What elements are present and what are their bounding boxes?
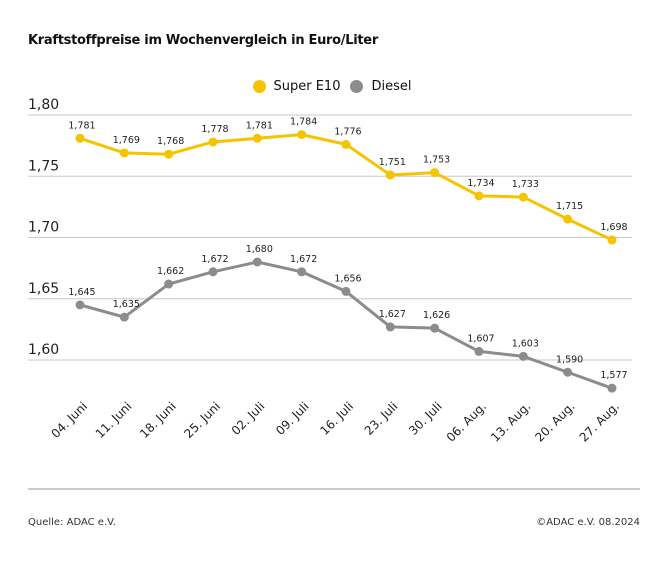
data-point — [607, 235, 617, 245]
data-label: 1,768 — [157, 136, 184, 147]
data-label: 1,778 — [201, 124, 228, 135]
data-label: 1,776 — [334, 126, 361, 137]
data-point — [252, 133, 262, 143]
data-point — [563, 367, 573, 377]
y-tick-label: 1,70 — [28, 220, 59, 236]
data-label: 1,672 — [290, 254, 317, 265]
data-point — [75, 300, 85, 310]
data-label: 1,733 — [512, 179, 539, 190]
data-point — [385, 322, 395, 332]
data-label: 1,769 — [113, 135, 140, 146]
legend-item-diesel: Diesel — [350, 79, 412, 94]
data-point — [563, 214, 573, 224]
legend: Super E10 Diesel — [0, 79, 668, 94]
data-label: 1,781 — [246, 120, 273, 131]
legend-swatch-super-e10 — [252, 80, 266, 93]
data-point — [341, 286, 351, 296]
data-label: 1,656 — [334, 273, 361, 284]
data-point — [164, 149, 174, 159]
x-tick-label: 02. Juli — [229, 399, 268, 438]
x-tick-label: 23. Juli — [362, 399, 401, 438]
data-label: 1,751 — [379, 157, 406, 168]
data-point — [518, 351, 528, 361]
data-point — [474, 346, 484, 356]
data-point — [208, 137, 218, 147]
legend-label: Super E10 — [273, 79, 341, 94]
y-tick-label: 1,65 — [28, 281, 59, 297]
data-label: 1,607 — [467, 333, 494, 344]
data-point — [75, 133, 85, 143]
data-label: 1,734 — [467, 178, 494, 189]
data-point — [252, 257, 262, 267]
data-label: 1,627 — [379, 309, 406, 320]
data-point — [297, 267, 307, 277]
data-label: 1,635 — [113, 299, 140, 310]
data-label: 1,781 — [68, 120, 95, 131]
data-point — [164, 279, 174, 289]
legend-label: Diesel — [371, 79, 412, 94]
data-point — [518, 192, 528, 202]
data-label: 1,753 — [423, 155, 450, 166]
data-point — [385, 170, 395, 180]
x-tick-label: 25. Juni — [181, 399, 223, 441]
data-label: 1,698 — [600, 222, 627, 233]
data-label: 1,590 — [556, 354, 583, 365]
data-point — [119, 312, 129, 322]
x-tick-label: 11. Juni — [93, 399, 135, 441]
copyright-note: ©ADAC e.V. 08.2024 — [536, 517, 640, 528]
legend-swatch-diesel — [350, 80, 364, 93]
data-label: 1,603 — [512, 338, 539, 349]
x-tick-label: 27. Aug. — [577, 399, 622, 444]
data-point — [474, 191, 484, 201]
data-label: 1,645 — [68, 287, 95, 298]
data-label: 1,672 — [201, 254, 228, 265]
source-note: Quelle: ADAC e.V. — [28, 517, 116, 528]
data-label: 1,626 — [423, 310, 450, 321]
y-tick-label: 1,75 — [28, 158, 59, 174]
data-label: 1,680 — [246, 244, 273, 255]
data-point — [208, 267, 218, 277]
data-point — [430, 168, 440, 178]
data-label: 1,715 — [556, 201, 583, 212]
data-point — [607, 383, 617, 393]
x-tick-label: 16. Juli — [317, 399, 356, 438]
x-tick-label: 09. Juli — [273, 399, 312, 438]
x-tick-label: 20. Aug. — [532, 399, 577, 444]
y-tick-label: 1,80 — [28, 97, 59, 113]
data-label: 1,662 — [157, 266, 184, 277]
x-tick-label: 30. Juli — [406, 399, 445, 438]
data-point — [430, 323, 440, 333]
chart-title: Kraftstoffpreise im Wochenvergleich in E… — [28, 33, 378, 48]
y-tick-label: 1,60 — [28, 342, 59, 358]
x-tick-label: 18. Juni — [137, 399, 179, 441]
x-tick-label: 06. Aug. — [444, 399, 489, 444]
x-tick-label: 04. Juni — [48, 399, 90, 441]
data-label: 1,784 — [290, 117, 317, 128]
data-point — [341, 139, 351, 149]
x-tick-label: 13. Aug. — [488, 399, 533, 444]
data-point — [119, 148, 129, 158]
legend-item-super-e10: Super E10 — [252, 79, 341, 94]
data-label: 1,577 — [600, 370, 627, 381]
data-point — [297, 130, 307, 140]
